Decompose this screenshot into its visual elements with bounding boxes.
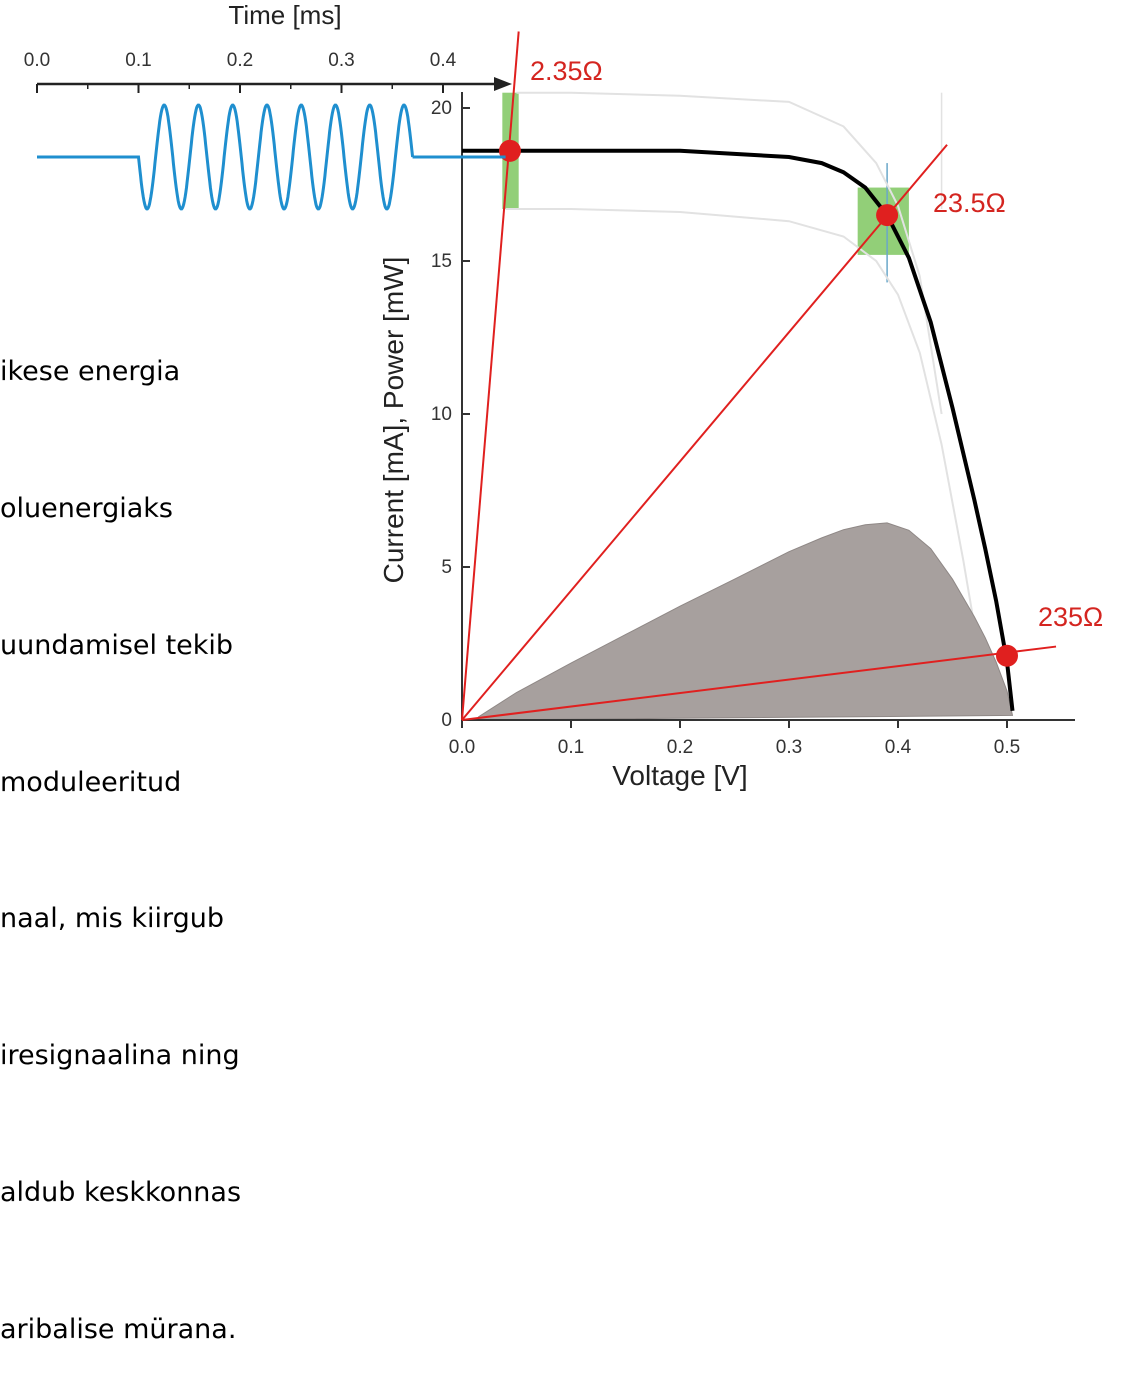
- x-tick-label: 0.0: [449, 737, 475, 758]
- caption-line: iresignaalina ning: [0, 1040, 240, 1072]
- operating-point: [996, 644, 1018, 667]
- modulated-signal-wave: [37, 103, 506, 211]
- caption-line: aldub keskkonnas: [0, 1176, 242, 1208]
- main-axes: 0.0 0.1 0.2 0.3 0.4 0.5 0 5 10 15 20: [431, 92, 1075, 758]
- current-curve: [462, 148, 1015, 712]
- x-tick-label: 0.5: [994, 737, 1020, 758]
- y-tick-label: 10: [431, 404, 452, 425]
- time-tick-label: 0.0: [24, 50, 50, 71]
- current-upper-envelope: [516, 91, 943, 415]
- load-line-label-235: 235Ω: [1038, 602, 1103, 632]
- x-tick-label: 0.3: [776, 737, 802, 758]
- time-tick-label: 0.4: [430, 50, 457, 71]
- y-axis-label: Current [mA], Power [mW]: [378, 257, 409, 584]
- modulation-bands: [502, 92, 943, 283]
- y-tick-label: 0: [441, 710, 452, 731]
- load-line: [461, 31, 520, 721]
- y-tick-label: 5: [441, 557, 452, 578]
- time-tick-label: 0.1: [125, 50, 151, 71]
- time-axis-arrow: [494, 77, 512, 91]
- load-line-label-23-5: 23.5Ω: [933, 188, 1006, 218]
- x-tick-label: 0.1: [558, 737, 584, 758]
- power-area: [477, 522, 1014, 721]
- current-envelopes: [505, 91, 987, 690]
- caption-line: aribalise mürana.: [0, 1313, 237, 1345]
- x-tick-label: 0.4: [885, 737, 912, 758]
- current-lower-envelope: [505, 208, 987, 690]
- time-tick-label: 0.2: [227, 50, 253, 71]
- time-tick-label: 0.3: [328, 50, 354, 71]
- caption-line: naal, mis kiirgub: [0, 903, 224, 935]
- y-tick-label: 20: [431, 98, 452, 119]
- caption-line: ikese energia: [0, 356, 181, 388]
- load-line-label-2-35: 2.35Ω: [530, 56, 603, 86]
- time-axis-label: Time [ms]: [228, 0, 341, 30]
- load-line: [461, 144, 948, 721]
- x-axis-label: Voltage [V]: [612, 760, 747, 791]
- operating-point: [498, 139, 521, 162]
- caption-line: uundamisel tekib: [0, 629, 234, 661]
- caption-line: moduleeritud: [0, 766, 182, 798]
- time-axis: 0.0 0.1 0.2 0.3 0.4: [24, 50, 512, 93]
- y-tick-label: 15: [431, 251, 452, 272]
- load-line: [461, 645, 1057, 721]
- operating-point: [876, 204, 899, 227]
- caption-line: oluenergiaks: [0, 492, 173, 524]
- x-tick-label: 0.2: [667, 737, 693, 758]
